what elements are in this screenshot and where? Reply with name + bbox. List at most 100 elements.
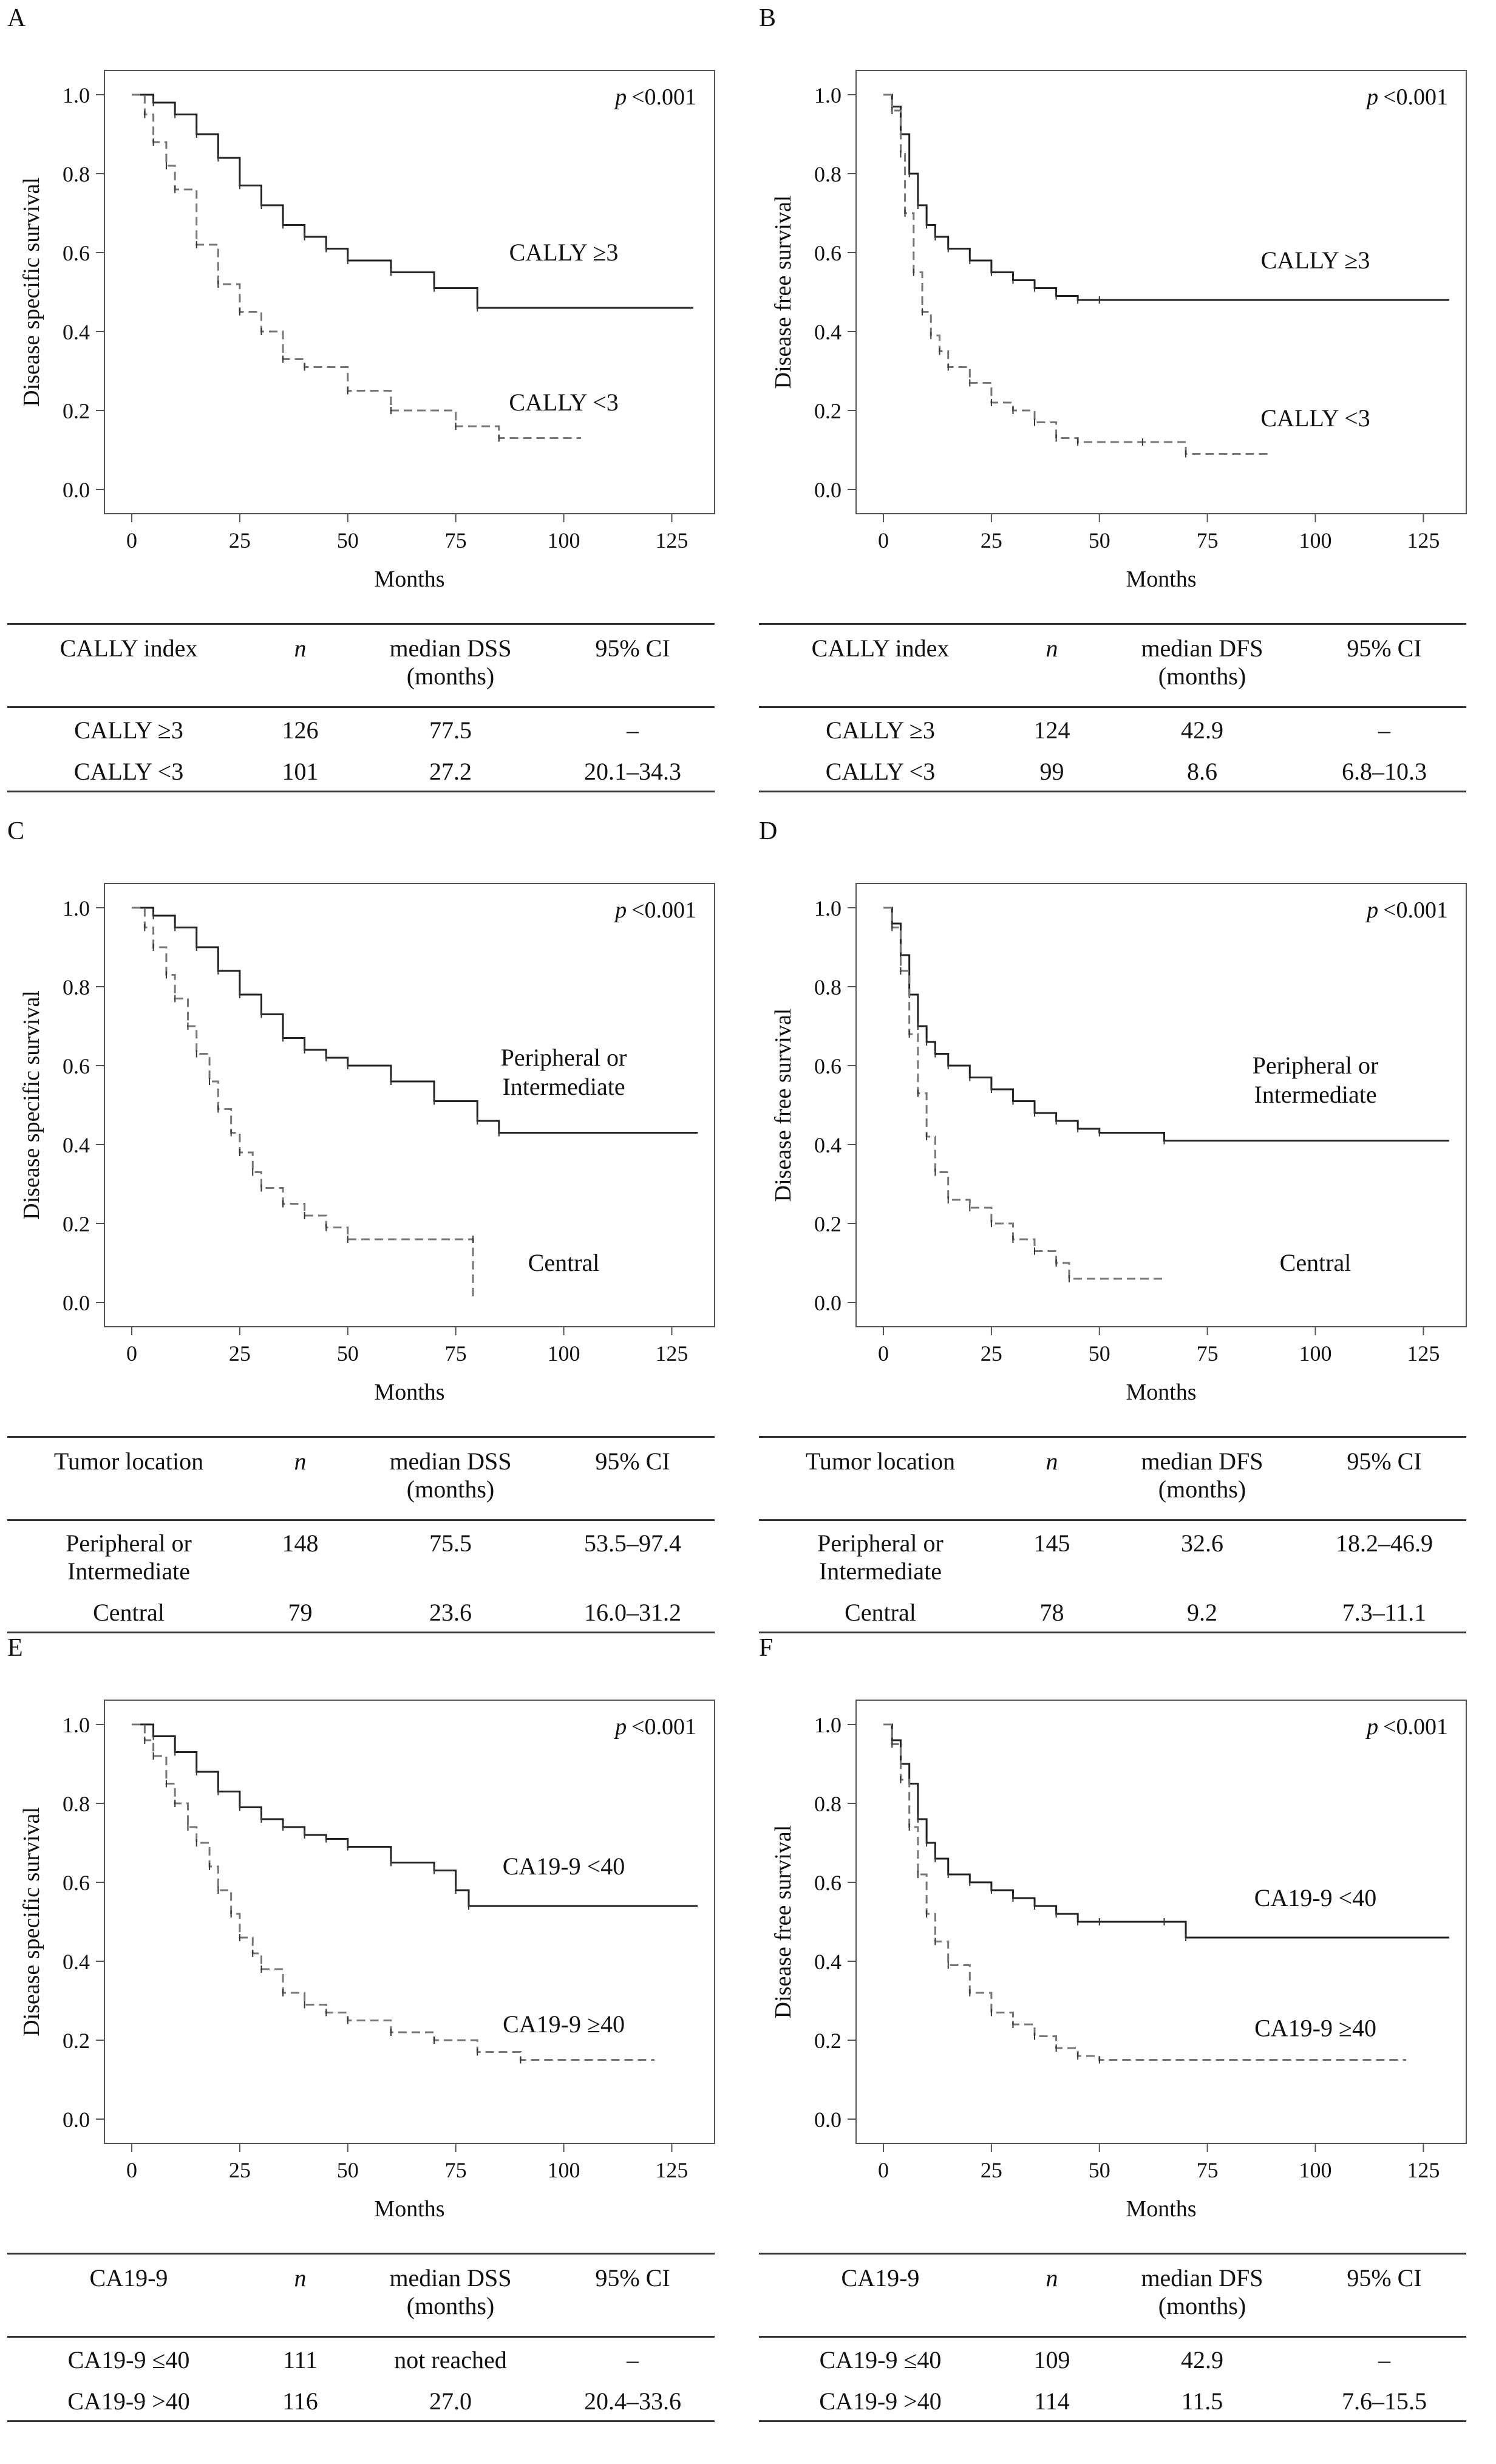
table-cell: Central: [7, 1590, 250, 1633]
y-axis-label: Disease free survival: [770, 1825, 796, 2019]
table-cell: 7.6–15.5: [1302, 2379, 1466, 2422]
table-cell: 27.0: [350, 2379, 551, 2422]
table-header-cell: n: [250, 623, 350, 708]
y-axis-label: Disease specific survival: [19, 1807, 44, 2037]
x-axis-label: Months: [1126, 567, 1196, 592]
series-label: CA19-9 <40: [503, 1853, 625, 1880]
x-tick-label: 50: [1089, 528, 1110, 553]
series-line-solid: [132, 907, 698, 1134]
x-tick-label: 25: [229, 1341, 251, 1366]
y-tick-label: 0.8: [63, 162, 90, 186]
table-cell: 18.2–46.9: [1336, 1530, 1433, 1557]
table-cell: –: [1378, 716, 1390, 744]
x-tick-label: 0: [878, 528, 889, 553]
table-cell: 101: [250, 749, 350, 792]
km-chart: 0.0 0.2 0.4 0.6 0.8 1.0 0 25 50 75 100 125 Months Dis…: [770, 883, 1467, 1405]
p-value: p <0.001: [1365, 84, 1448, 110]
table-cell: CALLY ≥3: [826, 716, 935, 744]
panel-f: F 0.0 0.2 0.4 0.6 0.8 1.0 0 25 50 75 100 125 Months Di…: [759, 1633, 1481, 2447]
table-cell: 20.1–34.3: [551, 749, 715, 792]
table-header-cell: median DSS (months): [350, 2253, 551, 2338]
table-cell: 145: [1033, 1530, 1070, 1557]
x-tick-label: 0: [126, 528, 137, 553]
y-tick-label: 0.8: [814, 162, 841, 186]
p-value-text: <0.001: [1383, 897, 1448, 923]
p-symbol: p: [613, 84, 627, 110]
y-tick-label: 0.2: [814, 1212, 841, 1236]
series-line-dashed: [883, 94, 1273, 455]
y-tick-label: 0.0: [63, 1291, 90, 1315]
y-tick-label: 0.0: [814, 1291, 841, 1315]
table-cell: –: [1378, 2346, 1390, 2374]
y-tick-label: 0.4: [63, 1950, 90, 1974]
series-line-solid: [132, 94, 693, 309]
x-tick-label: 25: [229, 2158, 251, 2182]
x-tick-label: 125: [1407, 2158, 1440, 2182]
table-cell: Central: [759, 1590, 1002, 1633]
table-header-cell: median DFS (months): [1102, 1436, 1302, 1521]
table-header-cell: n: [1002, 623, 1102, 708]
table-cell: 6.8–10.3: [1302, 749, 1466, 792]
x-tick-label: 25: [981, 2158, 1002, 2182]
table-header-cell: 95% CI: [1302, 1436, 1466, 1521]
plot-frame: [104, 1700, 715, 2144]
panel-letter: A: [7, 4, 26, 32]
x-tick-label: 100: [1299, 2158, 1332, 2182]
p-value: p <0.001: [613, 1714, 696, 1740]
table-header-cell: CALLY index: [759, 623, 1002, 708]
y-tick-label: 0.6: [63, 1054, 90, 1078]
table-cell: 126: [282, 716, 319, 744]
series-line-solid: [132, 1723, 698, 1907]
series-label: Central: [1280, 1249, 1352, 1276]
y-tick-label: 1.0: [63, 896, 90, 921]
table-header-cell: median DFS (months): [1102, 2253, 1302, 2338]
y-tick-label: 0.2: [814, 2029, 841, 2053]
y-tick-label: 0.4: [814, 1950, 841, 1974]
x-tick-label: 100: [548, 2158, 580, 2182]
y-tick-label: 0.4: [814, 1133, 841, 1157]
series-label: CALLY <3: [1260, 404, 1370, 432]
table-header-cell: CALLY index: [7, 623, 250, 708]
table-row: Peripheral or Intermediate 145 32.6 18.2–46.…: [759, 1520, 1466, 1591]
panel-letter: D: [759, 817, 778, 845]
y-tick-label: 0.8: [814, 975, 841, 999]
table-header-cell: 95% CI: [1302, 2253, 1466, 2338]
plot-frame: [855, 883, 1467, 1327]
y-tick-label: 0.0: [63, 2108, 90, 2132]
p-value-text: <0.001: [631, 84, 696, 110]
table-cell: CA19-9 ≤40: [819, 2346, 942, 2374]
p-symbol: p: [1365, 897, 1378, 923]
series-label: CALLY ≥3: [509, 239, 619, 266]
p-value: p <0.001: [613, 897, 696, 923]
x-tick-label: 25: [229, 528, 251, 553]
y-tick-label: 0.6: [63, 1871, 90, 1895]
y-tick-label: 0.2: [63, 1212, 90, 1236]
plot-frame: [855, 1700, 1467, 2144]
table-header-cell: Tumor location: [759, 1436, 1002, 1521]
y-tick-label: 0.6: [63, 241, 90, 265]
p-value-text: <0.001: [1383, 1714, 1448, 1740]
table-cell: CA19-9 >40: [759, 2379, 1002, 2422]
table-cell: 8.6: [1102, 749, 1302, 792]
panel-letter: B: [759, 4, 777, 32]
table-cell: 42.9: [1181, 2346, 1223, 2374]
x-tick-label: 0: [878, 1341, 889, 1366]
panel-letter: E: [7, 1634, 23, 1662]
series-label: CALLY <3: [509, 389, 618, 416]
series-label: Peripheral or Intermediate: [501, 1044, 627, 1100]
x-tick-label: 75: [445, 1341, 467, 1366]
y-tick-label: 1.0: [814, 83, 841, 107]
summary-table: CA19-9 n median DFS (months) 95% CI CA19-9 ≤4…: [759, 2253, 1466, 2422]
table-header-cell: median DSS (months): [350, 1436, 551, 1521]
table-header-cell: CA19-9: [759, 2253, 1002, 2338]
series-label: Peripheral or Intermediate: [1253, 1052, 1379, 1108]
x-tick-label: 50: [337, 1341, 359, 1366]
x-tick-label: 100: [548, 1341, 580, 1366]
series-label: Central: [528, 1249, 600, 1276]
table-row: CALLY <3 101 27.2 20.1–34.3: [7, 749, 715, 792]
table-cell: 23.6: [350, 1590, 551, 1633]
table-row: CALLY ≥3 124 42.9 –: [759, 707, 1466, 750]
summary-table: Tumor location n median DSS (months) 95% CI P…: [7, 1436, 715, 1633]
x-tick-label: 75: [445, 2158, 467, 2182]
y-tick-label: 1.0: [63, 83, 90, 107]
